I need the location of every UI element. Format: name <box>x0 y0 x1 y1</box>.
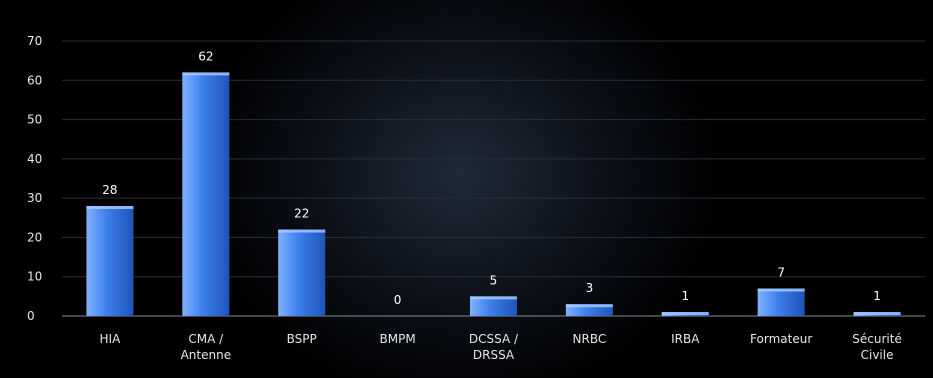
y-tick-label: 70 <box>27 34 42 48</box>
category-label: NRBC <box>573 332 607 346</box>
bar-highlight <box>757 288 805 292</box>
bar-highlight <box>182 72 230 76</box>
bar <box>86 206 134 316</box>
bar <box>182 72 230 316</box>
category-label: Civile <box>861 348 894 362</box>
category-label: BSPP <box>287 332 317 346</box>
category-label: HIA <box>100 332 122 346</box>
y-tick-label: 0 <box>27 309 35 323</box>
data-label: 1 <box>681 289 689 303</box>
data-label: 22 <box>294 207 309 221</box>
bar-highlight <box>470 296 517 300</box>
category-label: Antenne <box>181 348 232 362</box>
y-tick-label: 20 <box>27 230 42 244</box>
category-label: BMPM <box>380 332 416 346</box>
category-label: CMA / <box>188 332 224 346</box>
bar-highlight <box>86 206 134 209</box>
data-label: 62 <box>198 49 213 63</box>
category-label: DCSSA / <box>469 332 519 346</box>
y-tick-label: 60 <box>27 73 42 87</box>
bars <box>86 72 901 316</box>
category-label: Sécurité <box>852 332 902 346</box>
data-label: 3 <box>586 281 594 295</box>
bar <box>757 288 805 316</box>
bar <box>470 296 517 316</box>
bar-highlight <box>853 312 901 316</box>
bar-highlight <box>565 304 613 308</box>
data-label: 0 <box>394 293 402 307</box>
data-label: 5 <box>490 273 498 287</box>
y-tick-label: 30 <box>27 191 42 205</box>
bar-highlight <box>278 229 326 233</box>
category-label: DRSSA <box>473 348 515 362</box>
data-label: 7 <box>777 266 785 280</box>
bar-highlight <box>661 312 709 316</box>
y-tick-label: 50 <box>27 113 42 127</box>
bar <box>278 229 326 316</box>
data-label: 1 <box>873 289 881 303</box>
y-tick-label: 10 <box>27 270 42 284</box>
category-label: Formateur <box>750 332 812 346</box>
y-tick-label: 40 <box>27 152 42 166</box>
data-label: 28 <box>102 183 117 197</box>
bar <box>565 304 613 316</box>
category-label: IRBA <box>671 332 700 346</box>
